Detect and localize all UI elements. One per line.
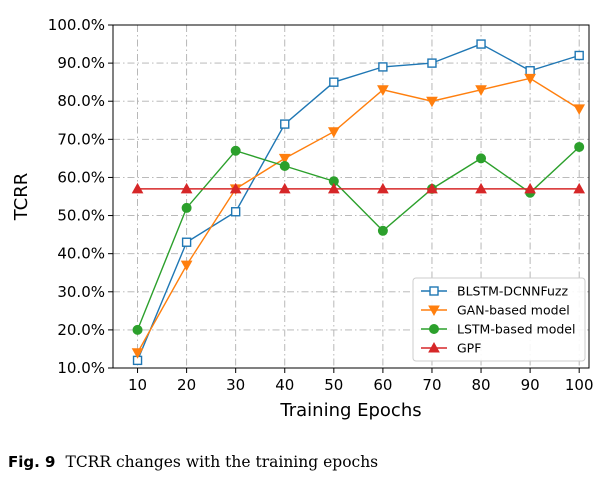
data-point-gan-based-model	[327, 127, 340, 138]
y-tick-label: 60.0%	[57, 168, 105, 186]
data-point-lstm-based-model	[476, 153, 487, 164]
plot-frame	[112, 24, 590, 369]
x-tick-label: 90	[521, 376, 540, 394]
legend-marker	[428, 341, 440, 353]
data-point-lstm-based-model	[377, 225, 388, 236]
y-tick-label: 40.0%	[57, 245, 105, 263]
legend-item-gpf: GPF	[421, 341, 481, 356]
data-point-gpf	[180, 182, 193, 194]
legend-box	[412, 277, 586, 362]
data-point-gan-based-model	[426, 96, 438, 108]
figure-caption: Fig. 9 TCRR changes with the training epo…	[8, 452, 378, 472]
data-point-gan-based-model	[278, 153, 291, 165]
legend-label: GPF	[457, 341, 481, 356]
data-point-lstm-based-model	[132, 324, 143, 335]
data-point-lstm-based-model	[181, 202, 192, 213]
data-point-lstm-based-model	[230, 145, 241, 156]
data-point-gan-based-model	[131, 348, 144, 359]
legend-item-gan-based-model: GAN-based model	[421, 303, 570, 318]
y-tick-label: 30.0%	[57, 283, 105, 301]
y-tick-label: 90.0%	[57, 54, 105, 72]
legend-item-blstm-dcnnfuzz: BLSTM-DCNNFuzz	[421, 284, 568, 299]
data-point-lstm-based-model	[279, 161, 290, 172]
x-tick-label: 60	[373, 376, 392, 394]
data-point-lstm-based-model	[574, 141, 585, 152]
x-tick-label: 100	[565, 376, 594, 394]
figure-number: Fig. 9	[8, 453, 56, 471]
legend: BLSTM-DCNNFuzz GAN-based model LSTM-based …	[412, 277, 586, 362]
legend-marker	[429, 286, 439, 296]
caption-text: TCRR changes with the training epochs	[65, 453, 379, 471]
legend-label: BLSTM-DCNNFuzz	[457, 284, 568, 299]
series-lines	[131, 39, 586, 366]
data-point-blstm-dcnnfuzz	[574, 50, 584, 61]
data-point-gan-based-model	[524, 73, 536, 85]
legend-label: GAN-based model	[457, 303, 570, 318]
data-point-gpf	[573, 182, 586, 194]
x-axis-title: Training Epochs	[279, 400, 421, 421]
data-point-gpf	[327, 182, 340, 194]
y-tick-label: 80.0%	[57, 92, 105, 110]
data-point-gan-based-model	[475, 85, 487, 96]
data-point-blstm-dcnnfuzz	[476, 39, 486, 49]
data-point-gan-based-model	[377, 85, 389, 96]
y-tick-label: 10.0%	[57, 359, 105, 377]
x-tick-label: 80	[471, 376, 490, 394]
y-tick-label: 50.0%	[57, 207, 105, 225]
y-axis-title: TCRR	[11, 173, 32, 222]
data-point-gpf	[131, 182, 144, 194]
y-tick-label: 20.0%	[57, 321, 105, 339]
legend-item-lstm-based-model: LSTM-based model	[421, 322, 575, 337]
data-point-gpf	[229, 182, 242, 194]
x-tick-label: 10	[128, 376, 147, 394]
x-tick-label: 30	[226, 376, 245, 394]
data-point-gpf	[475, 182, 487, 194]
tcrr-line-chart: 10 20 30 40 50 60 70 80 90 100 10.0% 20.0% 30.0% 40.0…	[11, 16, 594, 421]
series-line-gan-based-model	[136, 77, 580, 354]
y-tick-label: 100.0%	[48, 16, 105, 34]
x-tick-label: 50	[324, 376, 343, 394]
data-point-gpf	[524, 182, 536, 194]
legend-marker	[429, 324, 439, 334]
x-tick-label: 70	[422, 376, 441, 394]
data-point-blstm-dcnnfuzz	[181, 237, 192, 247]
y-tick-label: 70.0%	[57, 130, 105, 148]
axis-ticks: 10 20 30 40 50 60 70 80 90 100 10.0% 20.0% 30.0% 40.0…	[48, 16, 594, 394]
legend-marker	[428, 305, 440, 317]
data-point-gpf	[278, 182, 291, 194]
data-point-blstm-dcnnfuzz	[280, 119, 290, 129]
series-gpf	[131, 182, 586, 194]
data-point-gpf	[426, 182, 438, 194]
data-point-gan-based-model	[180, 260, 193, 272]
data-point-blstm-dcnnfuzz	[525, 66, 535, 76]
data-point-gpf	[377, 182, 389, 194]
x-tick-label: 20	[177, 376, 196, 394]
legend-label: LSTM-based model	[457, 322, 575, 337]
data-point-blstm-dcnnfuzz	[329, 77, 339, 87]
data-point-gan-based-model	[573, 104, 586, 115]
data-point-blstm-dcnnfuzz	[230, 207, 241, 217]
series-line-lstm-based-model	[136, 146, 580, 331]
data-point-blstm-dcnnfuzz	[427, 58, 437, 68]
x-tick-label: 40	[275, 376, 294, 394]
data-point-blstm-dcnnfuzz	[378, 62, 388, 72]
